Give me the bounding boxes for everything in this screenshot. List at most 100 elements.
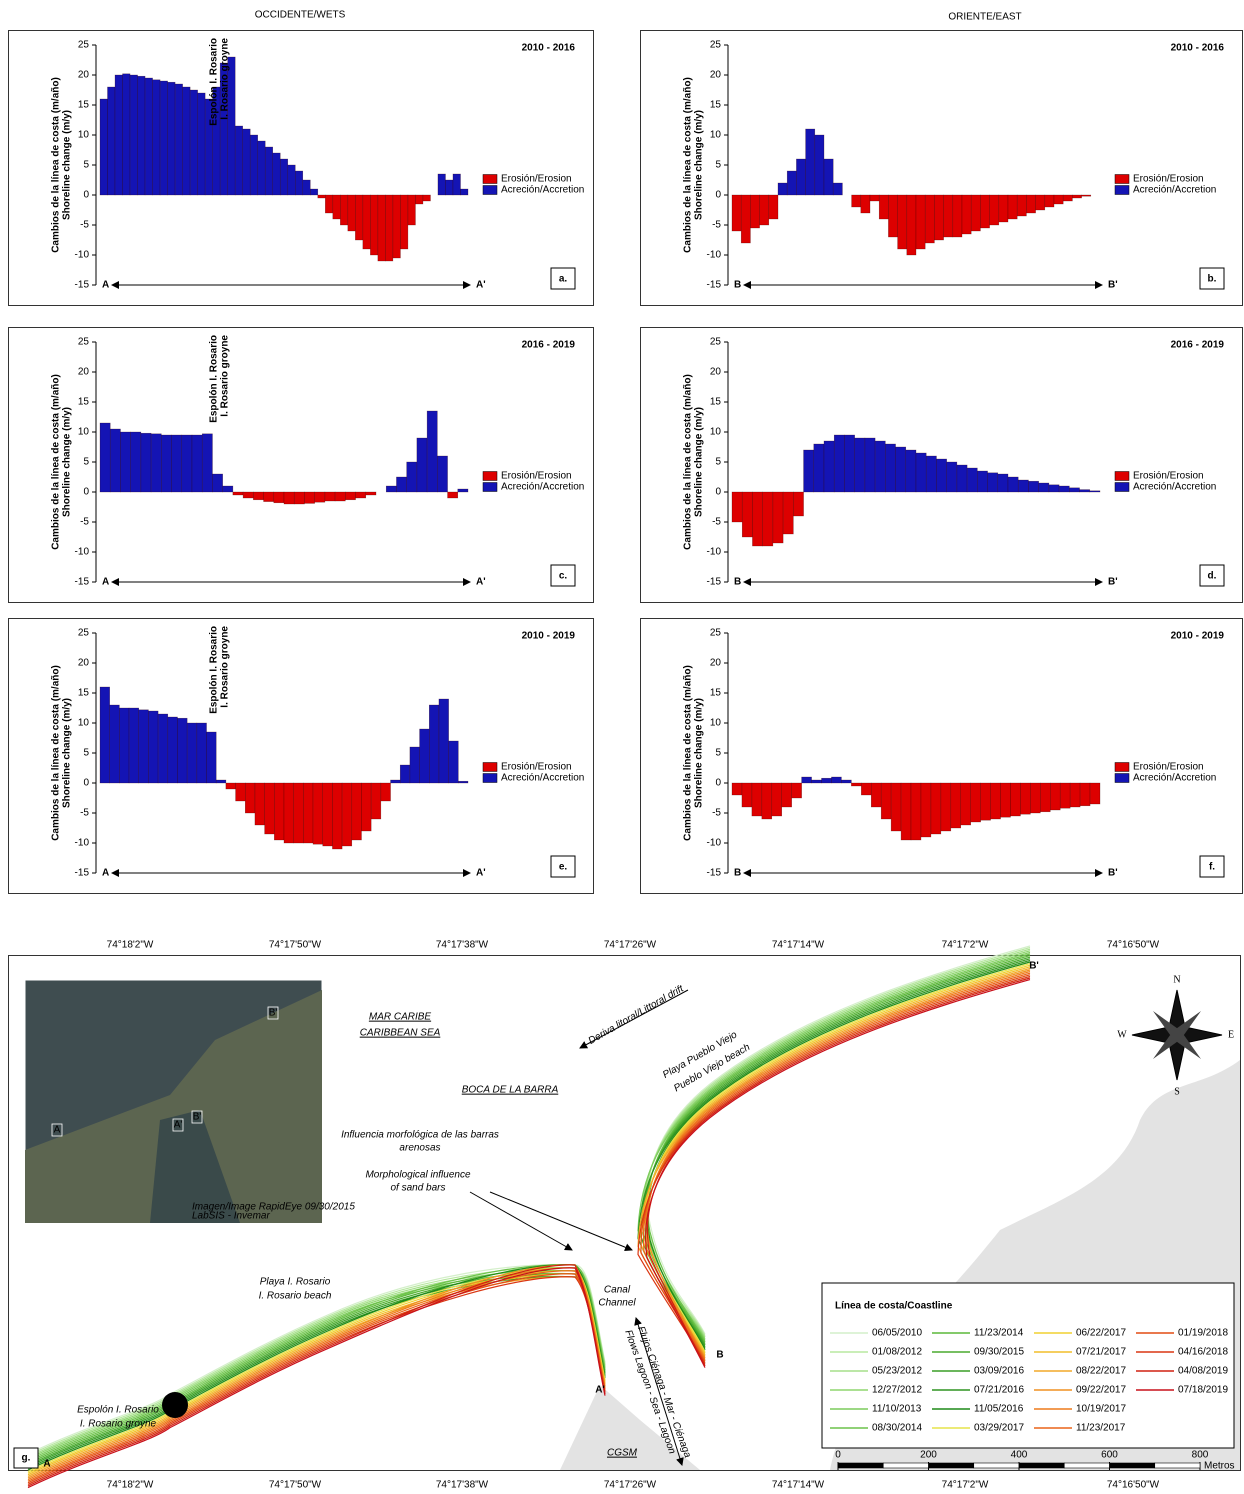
y-axis-label: Shoreline change (m/y) <box>62 110 73 220</box>
bar <box>177 717 188 784</box>
inset-box <box>51 1123 63 1137</box>
longitude-label: 74°17'26"W <box>604 940 657 951</box>
x-end-label: B' <box>1108 280 1118 291</box>
scale-segment <box>837 1462 884 1469</box>
legend-label: Erosión/Erosion <box>1133 174 1204 185</box>
bar <box>833 434 845 493</box>
y-tick-label: 20 <box>710 658 722 669</box>
panel-letter: a. <box>559 274 568 285</box>
legend-swatch <box>1114 471 1130 481</box>
bar <box>370 194 379 256</box>
y-axis-label: Cambios de la línea de costa (m/año) <box>683 77 694 253</box>
inset-water <box>150 1110 240 1223</box>
place-label: CARIBBEAN SEA <box>360 1028 441 1039</box>
y-tick-label: 10 <box>710 130 722 141</box>
place-label: arenosas <box>399 1143 440 1154</box>
bar <box>952 194 963 238</box>
groyne-annotation: Espolón I. Rosario <box>209 38 220 126</box>
longitude-label: 74°18'2"W <box>107 1480 154 1491</box>
x-end-label: A' <box>476 577 486 588</box>
bar <box>772 491 784 544</box>
bar <box>400 194 409 250</box>
coastline <box>645 979 1031 1368</box>
bar <box>987 472 999 493</box>
legend-box <box>821 1282 1235 1449</box>
legend-swatch <box>1114 174 1130 184</box>
bar <box>1081 194 1092 197</box>
bar <box>977 470 988 493</box>
groyne-marker <box>162 1392 188 1418</box>
panel-letter: b. <box>1208 274 1217 285</box>
bar <box>906 194 917 256</box>
legend-label: 09/30/2015 <box>974 1347 1024 1358</box>
coastline <box>646 977 1031 1367</box>
bar <box>1030 782 1041 814</box>
legend-label: 12/27/2012 <box>872 1385 922 1396</box>
bar <box>272 152 281 196</box>
bar <box>201 433 213 493</box>
bar <box>1069 487 1080 493</box>
legend-label: Acreción/Accretion <box>501 185 584 196</box>
coastline <box>646 961 1031 1351</box>
bar <box>212 473 223 493</box>
scale-unit: Metros <box>1204 1461 1235 1472</box>
bar <box>273 491 285 504</box>
bar <box>777 182 788 196</box>
legend-swatch <box>482 762 498 772</box>
bar <box>934 194 944 241</box>
bar <box>107 86 116 196</box>
legend-label: 08/30/2014 <box>872 1423 922 1434</box>
panel-frame <box>640 30 1243 306</box>
panel-letter-box <box>1199 855 1225 878</box>
y-tick-label: 10 <box>710 427 722 438</box>
y-axis-label: Cambios de la línea de costa (m/año) <box>51 665 62 841</box>
legend-label: 07/18/2019 <box>1178 1385 1228 1396</box>
y-axis-label: Shoreline change (m/y) <box>694 110 705 220</box>
y-tick-label: -15 <box>75 868 90 879</box>
bar <box>406 461 418 493</box>
x-start-label: A <box>102 577 109 588</box>
flow-arrow <box>634 1317 684 1466</box>
bar <box>196 722 207 784</box>
y-tick-label: -5 <box>80 517 89 528</box>
period-title: 2016 - 2019 <box>522 340 576 351</box>
bar <box>235 782 246 802</box>
panel-frame <box>640 327 1243 603</box>
bar <box>1089 782 1101 805</box>
y-axis-label: Cambios de la línea de costa (m/año) <box>51 374 62 550</box>
bar <box>851 782 862 787</box>
legend-label: Erosión/Erosion <box>501 471 572 482</box>
panel-letter: d. <box>1208 571 1217 582</box>
bar <box>303 782 314 844</box>
bar <box>385 485 397 493</box>
bar <box>189 89 198 196</box>
bar <box>448 740 459 784</box>
bar <box>805 128 816 196</box>
y-axis-label: Cambios de la línea de costa (m/año) <box>51 77 62 253</box>
y-tick-label: 15 <box>78 688 90 699</box>
bar <box>181 434 193 493</box>
legend-swatch <box>482 773 498 783</box>
legend-label: Erosión/Erosion <box>501 174 572 185</box>
bar <box>924 194 935 244</box>
bar <box>429 704 440 784</box>
coastline <box>27 1276 606 1485</box>
bar <box>392 194 401 259</box>
inset-credit: Imagen/Image RapidEye 09/30/2015 <box>192 1202 355 1213</box>
longitude-label: 74°17'50"W <box>269 1480 322 1491</box>
coastline <box>27 1264 606 1471</box>
coastline <box>27 1267 606 1489</box>
x-start-label: B <box>734 577 741 588</box>
bar <box>925 455 937 493</box>
bar <box>1028 480 1039 493</box>
bar <box>796 158 806 196</box>
scale-label: 0 <box>835 1450 841 1461</box>
period-title: 2010 - 2016 <box>1171 43 1225 54</box>
x-start-label: A <box>102 868 109 879</box>
x-end-label: A' <box>476 280 486 291</box>
bar <box>989 194 1000 226</box>
bar <box>407 194 416 226</box>
bar <box>832 182 843 196</box>
bar <box>752 491 763 547</box>
bar <box>287 164 296 196</box>
